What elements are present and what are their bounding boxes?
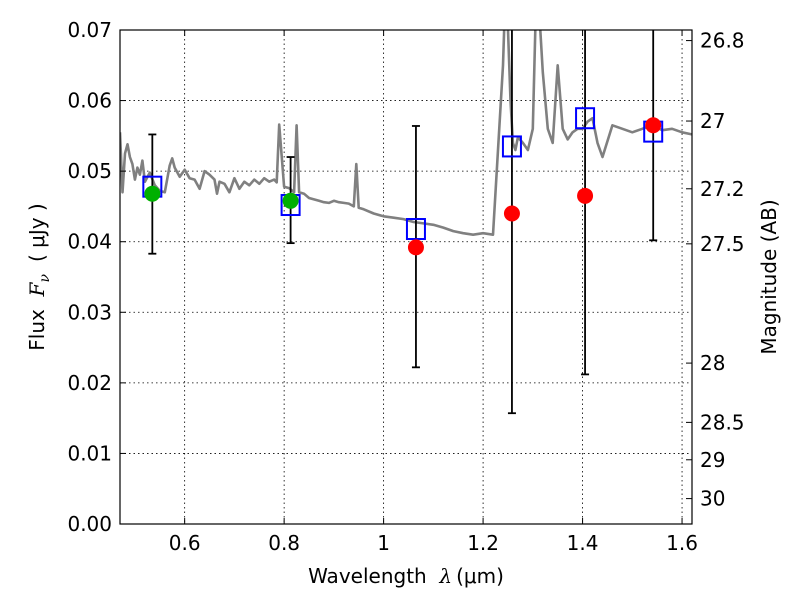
x-tick-label: 1.4 xyxy=(567,531,599,555)
grid xyxy=(120,30,692,524)
data-point-circle xyxy=(407,239,424,256)
data-point-circle xyxy=(645,117,662,134)
y2-axis-label: Magnitude (AB) xyxy=(757,199,781,354)
spectrum-layer xyxy=(120,30,692,236)
y2-tick-label: 28 xyxy=(700,351,725,375)
y2-axis: 26.8 27 27.2 27.5 28 28.5 29 30 xyxy=(686,29,745,511)
y-axis-label-subscript: ν xyxy=(37,274,53,283)
x-tick-label: 0.6 xyxy=(169,531,201,555)
x-tick-label: 1.6 xyxy=(666,531,698,555)
y2-tick-label: 27.5 xyxy=(700,232,745,256)
y-tick-label: 0.01 xyxy=(67,441,112,465)
data-point-circle xyxy=(577,187,594,204)
marker-layer xyxy=(142,107,664,256)
y-axis: 0.00 0.01 0.02 0.03 0.04 0.05 0.06 0.07 xyxy=(67,18,126,536)
y2-tick-label: 27 xyxy=(700,109,725,133)
y-tick-label: 0.04 xyxy=(67,230,112,254)
x-axis-label-prefix: Wavelength xyxy=(308,564,439,588)
data-point-square xyxy=(405,218,426,241)
plot-frame xyxy=(119,29,693,525)
spectrum-line xyxy=(120,30,692,236)
y2-tick-label: 30 xyxy=(700,487,725,511)
x-tick-label: 0.8 xyxy=(268,531,300,555)
y-axis-label-unit: ( μJy ) xyxy=(25,203,49,262)
y-axis-label: Flux Fν ( μJy ) xyxy=(25,203,53,350)
x-tick-label: 1 xyxy=(377,531,390,555)
x-axis-label: Wavelength λ (μm) xyxy=(308,564,504,588)
y-tick-label: 0.05 xyxy=(67,159,112,183)
data-point-circle xyxy=(503,205,520,222)
x-axis-label-symbol: λ xyxy=(438,564,452,588)
errorbar-layer xyxy=(148,30,658,415)
x-axis: 0.6 0.8 1 1.2 1.4 1.6 xyxy=(169,30,698,555)
x-axis-label-unit: (μm) xyxy=(456,564,504,588)
y-tick-label: 0.03 xyxy=(67,300,112,324)
y-axis-label-prefix: Flux xyxy=(25,296,49,350)
y2-tick-label: 29 xyxy=(700,448,725,472)
y2-tick-label: 28.5 xyxy=(700,410,745,434)
data-point-circle xyxy=(144,185,161,202)
y-tick-label: 0.07 xyxy=(67,18,112,42)
y-tick-label: 0.06 xyxy=(67,89,112,113)
y2-tick-label: 26.8 xyxy=(700,29,745,53)
y-tick-label: 0.00 xyxy=(67,512,112,536)
data-point-circle xyxy=(282,192,299,209)
y-tick-label: 0.02 xyxy=(67,371,112,395)
x-tick-label: 1.2 xyxy=(467,531,499,555)
data-point-square xyxy=(501,135,522,158)
y-axis-label-symbol: F xyxy=(25,281,49,297)
data-point-square xyxy=(575,107,596,130)
y2-tick-label: 27.2 xyxy=(700,177,745,201)
